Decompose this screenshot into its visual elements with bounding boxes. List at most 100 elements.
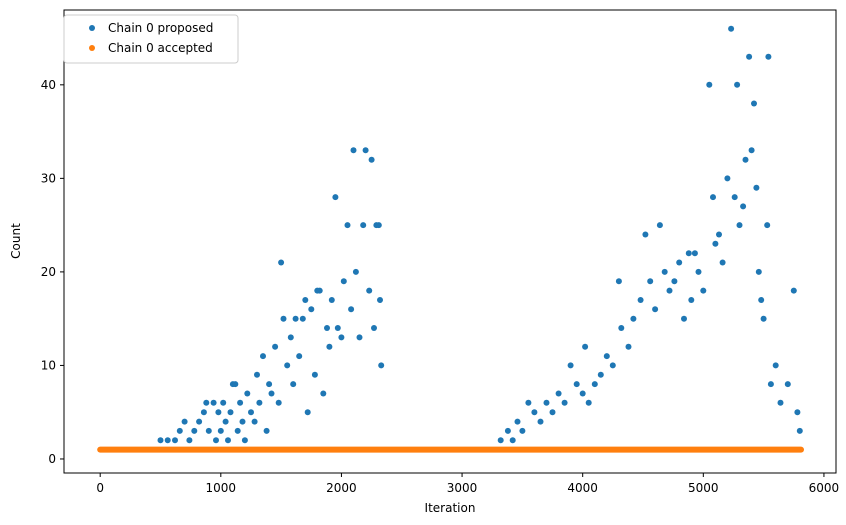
point-proposed	[344, 222, 351, 229]
point-proposed	[531, 409, 538, 416]
point-proposed	[266, 381, 273, 388]
point-proposed	[263, 427, 270, 434]
point-proposed	[232, 381, 239, 388]
point-proposed	[777, 399, 784, 406]
y-tick-label: 30	[41, 171, 56, 185]
point-proposed	[237, 399, 244, 406]
x-axis-label: Iteration	[425, 501, 476, 515]
point-proposed	[377, 297, 383, 303]
point-proposed	[497, 437, 504, 444]
point-proposed	[157, 437, 164, 444]
point-proposed	[210, 399, 217, 406]
point-proposed	[637, 297, 644, 303]
point-proposed	[685, 250, 692, 257]
point-proposed	[736, 222, 743, 229]
point-proposed	[181, 418, 188, 425]
point-proposed	[796, 427, 803, 434]
point-proposed	[326, 343, 333, 350]
point-proposed	[710, 194, 716, 201]
point-proposed	[311, 371, 318, 378]
point-proposed	[217, 427, 224, 434]
point-proposed	[671, 278, 678, 285]
point-proposed	[652, 306, 659, 313]
point-proposed	[203, 399, 210, 406]
point-proposed	[555, 390, 562, 397]
point-proposed	[186, 437, 193, 444]
point-proposed	[755, 268, 762, 275]
point-proposed	[748, 147, 755, 154]
x-tick-label: 2000	[326, 481, 357, 495]
point-proposed	[251, 418, 258, 425]
point-proposed	[543, 399, 550, 406]
point-proposed	[794, 409, 801, 416]
point-proposed	[239, 418, 246, 425]
point-proposed	[227, 409, 234, 416]
point-proposed	[299, 315, 306, 322]
point-proposed	[509, 437, 516, 444]
x-tick-label: 6000	[809, 481, 840, 495]
data-marks	[97, 25, 804, 453]
point-proposed	[695, 268, 702, 275]
point-proposed	[356, 334, 363, 341]
point-proposed	[205, 427, 212, 434]
point-proposed	[767, 381, 774, 388]
point-proposed	[514, 418, 521, 425]
point-proposed	[731, 194, 738, 201]
point-proposed	[338, 334, 345, 341]
point-proposed	[213, 437, 219, 444]
point-proposed	[362, 147, 369, 154]
y-tick-label: 0	[48, 452, 56, 466]
point-proposed	[260, 353, 266, 360]
point-proposed	[350, 147, 357, 154]
point-proposed	[375, 222, 382, 229]
point-proposed	[504, 427, 511, 434]
x-tick-label: 0	[96, 481, 104, 495]
point-proposed	[328, 297, 335, 303]
point-proposed	[746, 53, 753, 60]
point-proposed	[765, 53, 772, 60]
point-proposed	[248, 409, 254, 416]
point-proposed	[304, 409, 311, 416]
x-tick-label: 3000	[447, 481, 478, 495]
point-proposed	[268, 390, 275, 397]
point-proposed	[525, 399, 532, 406]
point-proposed	[642, 231, 649, 238]
point-proposed	[647, 278, 654, 285]
point-proposed	[225, 437, 231, 444]
point-proposed	[597, 371, 604, 378]
point-proposed	[244, 390, 251, 397]
point-proposed	[618, 325, 625, 331]
point-proposed	[334, 325, 341, 331]
point-proposed	[573, 381, 580, 388]
point-proposed	[772, 362, 779, 369]
legend-label-accepted: Chain 0 accepted	[108, 41, 213, 55]
point-proposed	[278, 259, 285, 266]
point-proposed	[287, 334, 294, 341]
point-proposed	[234, 427, 241, 434]
point-proposed	[519, 427, 526, 434]
point-proposed	[734, 81, 741, 88]
point-proposed	[537, 418, 544, 425]
legend-marker-accepted	[89, 45, 95, 51]
point-proposed	[661, 268, 668, 275]
y-axis-label: Count	[9, 223, 23, 259]
point-proposed	[706, 81, 713, 88]
point-proposed	[371, 325, 377, 331]
x-tick-label: 4000	[567, 481, 598, 495]
point-proposed	[582, 343, 589, 350]
point-proposed	[366, 287, 373, 294]
point-proposed	[324, 325, 330, 331]
point-proposed	[172, 437, 178, 444]
point-proposed	[740, 203, 747, 210]
point-proposed	[712, 240, 719, 247]
point-proposed	[764, 222, 771, 229]
point-proposed	[308, 306, 315, 313]
point-proposed	[742, 156, 749, 163]
point-proposed	[368, 156, 375, 163]
point-proposed	[254, 371, 260, 378]
point-proposed	[753, 184, 760, 191]
point-proposed	[728, 25, 735, 32]
point-proposed	[615, 278, 622, 285]
point-proposed	[302, 297, 309, 303]
point-proposed	[549, 409, 556, 416]
